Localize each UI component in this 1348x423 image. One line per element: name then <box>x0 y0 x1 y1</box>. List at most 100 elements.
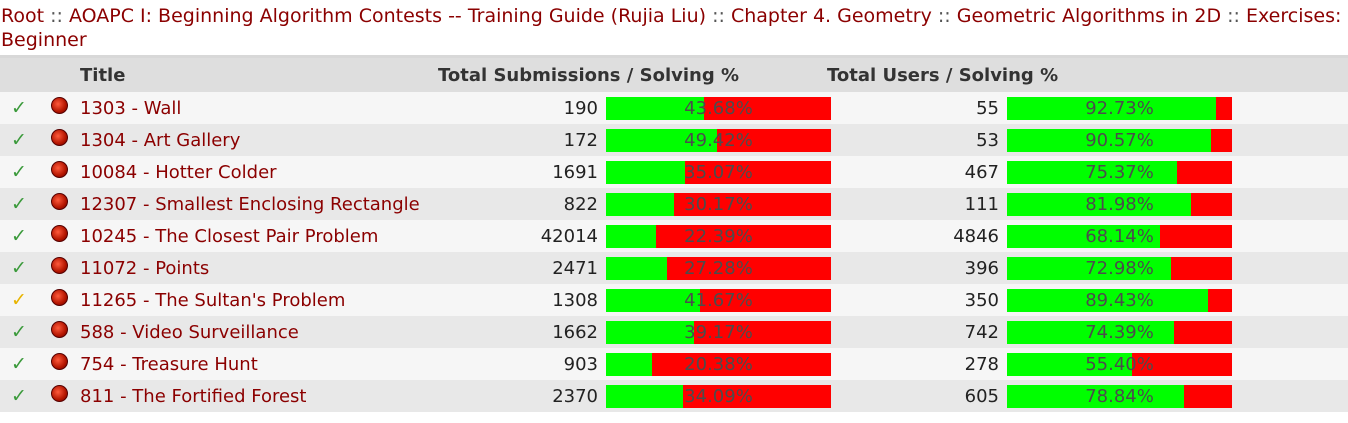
breadcrumb-current[interactable]: Exercises: Beginner <box>1 5 1342 51</box>
title-cell: 754 - Treasure Hunt <box>80 348 522 380</box>
users-count: 350 <box>964 289 1000 311</box>
status-cell: ✓ <box>0 156 38 188</box>
problem-link[interactable]: 12307 - Smallest Enclosing Rectangle <box>80 193 420 215</box>
submissions-solving-bar: 30.17% <box>606 192 831 216</box>
users-solving-pct: 74.39% <box>1085 321 1154 343</box>
users-count: 278 <box>964 353 1000 375</box>
problem-link[interactable]: 1304 - Art Gallery <box>80 129 241 151</box>
submissions-solving-bar: 27.28% <box>606 256 831 280</box>
submissions-bar-cell: 34.09% <box>606 380 907 412</box>
check-icon: ✓ <box>11 225 27 247</box>
users-solving-fill <box>1007 288 1209 312</box>
users-count: 53 <box>976 129 1000 151</box>
bug-icon[interactable] <box>50 193 68 210</box>
bug-icon[interactable] <box>50 353 68 370</box>
users-solving-bar: 55.40% <box>1007 352 1233 376</box>
pdf-cell <box>38 284 80 316</box>
submissions-bar-cell: 35.07% <box>606 156 907 188</box>
submissions-solving-fill <box>606 352 652 376</box>
problem-link[interactable]: 10084 - Hotter Colder <box>80 161 277 183</box>
pdf-cell <box>38 252 80 284</box>
users-bar-cell: 55.40% <box>1007 348 1348 380</box>
check-icon: ✓ <box>11 161 27 183</box>
pdf-cell <box>38 380 80 412</box>
breadcrumb-sep: :: <box>1227 5 1240 27</box>
problem-link[interactable]: 754 - Treasure Hunt <box>80 353 258 375</box>
submissions-solving-bar: 22.39% <box>606 224 831 248</box>
header-users[interactable]: Total Users / Solving % <box>827 58 1348 92</box>
pdf-cell <box>38 348 80 380</box>
check-icon: ✓ <box>11 353 27 375</box>
check-icon: ✓ <box>11 129 27 151</box>
submissions-solving-pct: 41.67% <box>684 289 753 311</box>
bug-icon[interactable] <box>50 257 68 274</box>
submissions-solving-pct: 43.68% <box>684 97 753 119</box>
users-bar-cell: 78.84% <box>1007 380 1348 412</box>
status-cell: ✓ <box>0 220 38 252</box>
pdf-cell <box>38 220 80 252</box>
users-count: 605 <box>964 385 1000 407</box>
breadcrumb-section[interactable]: Geometric Algorithms in 2D <box>956 5 1222 27</box>
header-title[interactable]: Title <box>80 64 126 86</box>
users-solving-bar: 78.84% <box>1007 384 1233 408</box>
users-solving-fill <box>1007 352 1132 376</box>
bug-icon[interactable] <box>50 129 68 146</box>
problem-link[interactable]: 10245 - The Closest Pair Problem <box>80 225 379 247</box>
table-row: ✓ 10084 - Hotter Colder 1691 35.07% 467 75.37… <box>0 156 1348 188</box>
submissions-solving-fill <box>606 288 700 312</box>
users-solving-pct: 89.43% <box>1085 289 1154 311</box>
problem-link[interactable]: 11265 - The Sultan's Problem <box>80 289 346 311</box>
users-solving-pct: 81.98% <box>1085 193 1154 215</box>
breadcrumb-sep: :: <box>712 5 725 27</box>
submissions-bar-cell: 41.67% <box>606 284 907 316</box>
submissions-solving-bar: 34.09% <box>606 384 831 408</box>
submissions-bar-cell: 43.68% <box>606 92 907 124</box>
problem-link[interactable]: 11072 - Points <box>80 257 210 279</box>
submissions-solving-bar: 39.17% <box>606 320 831 344</box>
problem-link[interactable]: 588 - Video Surveillance <box>80 321 299 343</box>
bug-icon[interactable] <box>50 161 68 178</box>
submissions-solving-fill <box>606 128 718 152</box>
pdf-cell <box>38 316 80 348</box>
breadcrumb-root[interactable]: Root <box>1 5 45 27</box>
bug-icon[interactable] <box>50 321 68 338</box>
bug-icon[interactable] <box>50 289 68 306</box>
users-solving-bar: 68.14% <box>1007 224 1233 248</box>
check-icon: ✓ <box>11 97 27 119</box>
table-row: ✓ 754 - Treasure Hunt 903 20.38% 278 55.40% <box>0 348 1348 380</box>
pdf-cell <box>38 92 80 124</box>
breadcrumb-chapter[interactable]: Chapter 4. Geometry <box>730 5 932 27</box>
users-bar-cell: 72.98% <box>1007 252 1348 284</box>
breadcrumb-book[interactable]: AOAPC I: Beginning Algorithm Contests --… <box>68 5 707 27</box>
users-solving-fill <box>1007 96 1216 120</box>
submissions-count: 1691 <box>552 161 598 183</box>
submissions-solving-pct: 20.38% <box>684 353 753 375</box>
submissions-solving-pct: 34.09% <box>684 385 753 407</box>
users-count: 742 <box>964 321 1000 343</box>
submissions-count: 2471 <box>552 257 598 279</box>
submissions-bar-cell: 30.17% <box>606 188 907 220</box>
submissions-bar-cell: 20.38% <box>606 348 907 380</box>
status-cell: ✓ <box>0 284 38 316</box>
header-submissions[interactable]: Total Submissions / Solving % <box>438 58 907 92</box>
breadcrumb-sep: :: <box>937 5 951 27</box>
pdf-cell <box>38 156 80 188</box>
users-solving-bar: 72.98% <box>1007 256 1233 280</box>
problem-link[interactable]: 811 - The Fortified Forest <box>80 385 307 407</box>
bug-icon[interactable] <box>50 385 68 402</box>
users-solving-bar: 89.43% <box>1007 288 1233 312</box>
bug-icon[interactable] <box>50 225 68 242</box>
header-submissions-label: Total Submissions / Solving % <box>438 64 740 86</box>
title-cell: 11072 - Points <box>80 252 522 284</box>
users-solving-bar: 81.98% <box>1007 192 1233 216</box>
submissions-solving-fill <box>606 192 674 216</box>
users-solving-fill <box>1007 128 1211 152</box>
status-cell: ✓ <box>0 380 38 412</box>
submissions-count: 1662 <box>552 321 598 343</box>
bug-icon[interactable] <box>50 97 68 114</box>
pdf-cell <box>38 188 80 220</box>
problem-link[interactable]: 1303 - Wall <box>80 97 182 119</box>
submissions-solving-pct: 39.17% <box>684 321 753 343</box>
users-solving-bar: 74.39% <box>1007 320 1233 344</box>
submissions-count: 172 <box>563 129 598 151</box>
